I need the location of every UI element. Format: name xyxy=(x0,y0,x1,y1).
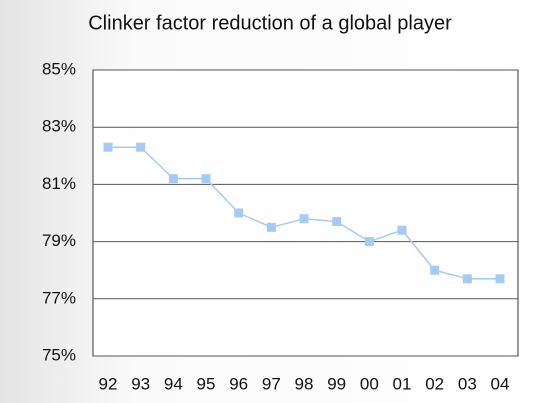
x-tick-label: 93 xyxy=(131,374,150,393)
y-tick-label: 81% xyxy=(42,174,76,193)
x-tick-label: 01 xyxy=(393,374,412,393)
plot-area xyxy=(92,69,519,357)
y-tick-label: 79% xyxy=(42,231,76,250)
data-point xyxy=(397,225,407,235)
x-tick-label: 03 xyxy=(458,374,477,393)
data-point xyxy=(103,142,113,152)
y-tick-label: 77% xyxy=(42,288,76,307)
y-tick-label: 85% xyxy=(42,59,76,78)
x-tick-label: 92 xyxy=(99,374,118,393)
x-tick-label: 98 xyxy=(295,374,314,393)
data-point xyxy=(136,142,146,152)
data-point xyxy=(364,237,374,247)
data-point xyxy=(234,208,244,218)
data-point xyxy=(462,274,472,284)
data-point xyxy=(430,265,440,275)
data-point xyxy=(168,174,178,184)
x-tick-label: 04 xyxy=(491,374,510,393)
data-point xyxy=(495,274,505,284)
data-point xyxy=(266,222,276,232)
y-tick-label: 75% xyxy=(42,345,76,364)
x-tick-label: 94 xyxy=(164,374,183,393)
x-tick-label: 02 xyxy=(425,374,444,393)
data-point xyxy=(201,174,211,184)
data-point xyxy=(332,217,342,227)
x-tick-label: 95 xyxy=(197,374,216,393)
x-tick-label: 99 xyxy=(327,374,346,393)
y-tick-label: 83% xyxy=(42,117,76,136)
chart-title: Clinker factor reduction of a global pla… xyxy=(88,12,452,34)
x-tick-label: 97 xyxy=(262,374,281,393)
x-tick-label: 96 xyxy=(229,374,248,393)
data-point xyxy=(299,214,309,224)
x-tick-label: 00 xyxy=(360,374,379,393)
